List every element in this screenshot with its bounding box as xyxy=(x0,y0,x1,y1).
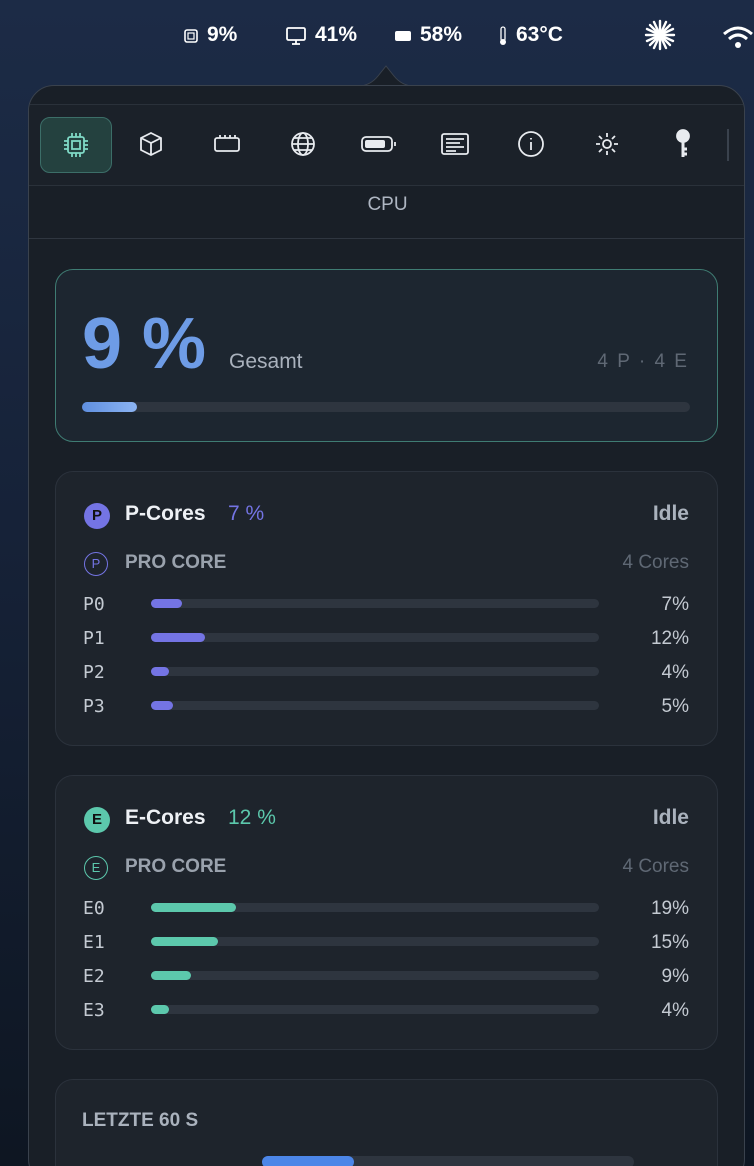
core-name: E0 xyxy=(83,898,105,919)
cluster-usage: 7 % xyxy=(228,502,265,525)
core-track xyxy=(151,667,599,676)
cluster-card: E E-Cores 12 % Idle E PRO CORE 4 Cores E0 19% E1 1… xyxy=(55,775,718,1050)
core-name: P3 xyxy=(83,696,105,717)
core-bar xyxy=(151,599,183,608)
cluster-title: P-Cores xyxy=(125,502,206,525)
core-track xyxy=(151,599,599,608)
core-bar xyxy=(151,971,192,980)
temperature: 63°C xyxy=(516,23,563,46)
core-usage: 7% xyxy=(661,594,689,615)
total-caption: Gesamt xyxy=(229,350,303,373)
core-layout: 4 P · 4 E xyxy=(597,351,689,372)
memory-icon xyxy=(395,31,411,41)
core-bar xyxy=(151,701,174,710)
cluster-state: Idle xyxy=(652,806,689,829)
core-type-badge: P xyxy=(84,552,108,576)
core-bar xyxy=(151,937,219,946)
tab-license[interactable] xyxy=(648,117,718,171)
core-type: PRO CORE xyxy=(125,552,227,573)
toolbar xyxy=(29,104,744,186)
thermometer-icon xyxy=(500,26,506,45)
core-track xyxy=(151,971,599,980)
cpu-usage: 9% xyxy=(207,23,238,46)
popover: CPU 9 % Gesamt 4 P · 4 E P P-Cores 7 % Idle… xyxy=(28,85,745,1166)
history-track xyxy=(262,1156,634,1166)
core-usage: 4% xyxy=(661,1000,689,1021)
core-type-badge: E xyxy=(84,856,108,880)
tab-settings[interactable] xyxy=(572,117,642,171)
popover-arrow xyxy=(358,65,414,87)
cluster-usage: 12 % xyxy=(228,806,276,829)
core-usage: 12% xyxy=(650,628,689,649)
core-count: 4 Cores xyxy=(622,552,689,573)
core-usage: 5% xyxy=(661,696,689,717)
tab-info[interactable] xyxy=(496,117,566,171)
history-title: LETZTE 60 S xyxy=(82,1110,199,1131)
core-track xyxy=(151,701,599,710)
total-track xyxy=(82,402,690,412)
core-name: P1 xyxy=(83,628,105,649)
tab-cpu[interactable] xyxy=(40,117,112,173)
core-track xyxy=(151,633,599,642)
cluster-state: Idle xyxy=(652,502,689,525)
core-track xyxy=(151,937,599,946)
core-name: E1 xyxy=(83,932,105,953)
core-track xyxy=(151,1005,599,1014)
core-name: E3 xyxy=(83,1000,105,1021)
battery-level: 58% xyxy=(420,23,463,46)
divider xyxy=(727,129,729,161)
core-usage: 9% xyxy=(661,966,689,987)
core-bar xyxy=(151,1005,169,1014)
core-count: 4 Cores xyxy=(622,856,689,877)
core-name: E2 xyxy=(83,966,105,987)
history-thumb xyxy=(262,1156,354,1166)
core-bar xyxy=(151,903,237,912)
tab-title: CPU xyxy=(367,194,408,215)
total-bar xyxy=(82,402,137,412)
tab-battery[interactable] xyxy=(344,117,414,171)
wifi-icon[interactable] xyxy=(720,22,754,50)
tab-memory[interactable] xyxy=(192,117,262,171)
core-track xyxy=(151,903,599,912)
core-name: P2 xyxy=(83,662,105,683)
memory-usage: 41% xyxy=(315,23,358,46)
tab-gpu[interactable] xyxy=(116,117,186,171)
history-card: LETZTE 60 S xyxy=(55,1079,718,1166)
total-card: 9 % Gesamt 4 P · 4 E xyxy=(55,269,718,442)
core-bar xyxy=(151,667,169,676)
cluster-badge: P xyxy=(84,503,110,529)
core-usage: 19% xyxy=(650,898,689,919)
core-usage: 4% xyxy=(661,662,689,683)
total-usage: 9 % xyxy=(82,304,207,384)
core-type: PRO CORE xyxy=(125,856,227,877)
core-usage: 15% xyxy=(650,932,689,953)
tab-network[interactable] xyxy=(268,117,338,171)
cpu-icon xyxy=(184,29,198,43)
cluster-card: P P-Cores 7 % Idle P PRO CORE 4 Cores P0 7% P1 12%… xyxy=(55,471,718,746)
display-icon xyxy=(286,27,306,45)
app-icon[interactable] xyxy=(643,18,677,52)
core-name: P0 xyxy=(83,594,105,615)
cluster-badge: E xyxy=(84,807,110,833)
tab-processes[interactable] xyxy=(420,117,490,171)
cluster-title: E-Cores xyxy=(125,806,206,829)
separator xyxy=(29,238,744,239)
core-bar xyxy=(151,633,205,642)
